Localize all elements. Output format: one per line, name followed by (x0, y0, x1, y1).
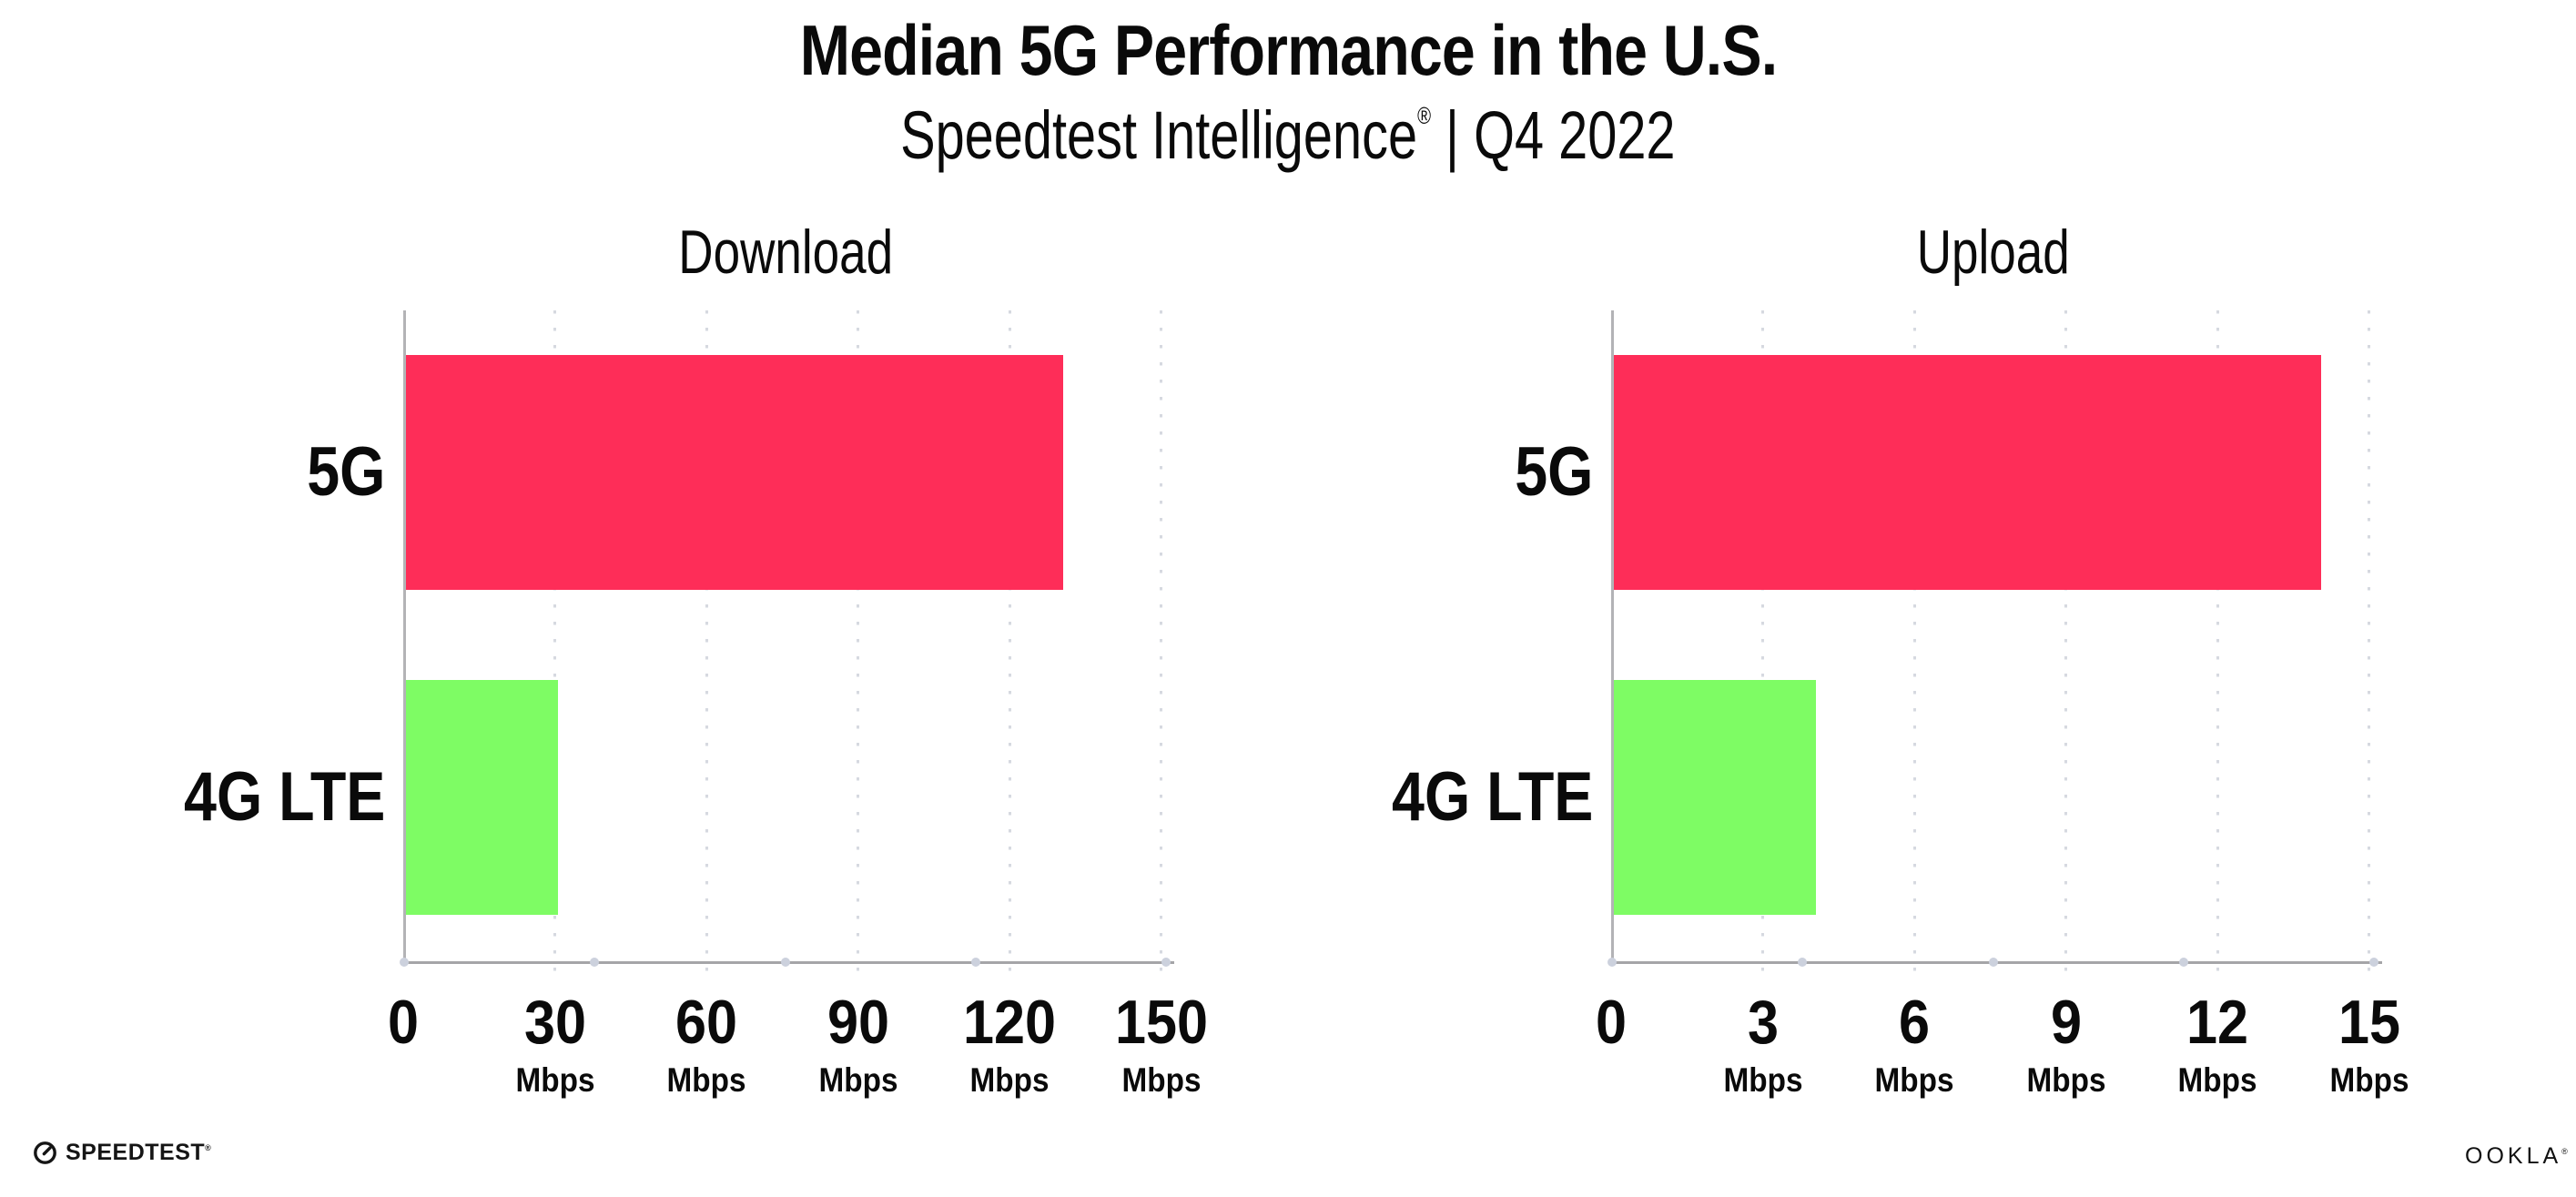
x-tick-unit: Mbps (2329, 1061, 2409, 1099)
x-tick-12: 12 Mbps (2117, 991, 2317, 1097)
gridline-30 (553, 310, 556, 978)
subtitle-period: Q4 2022 (1474, 97, 1676, 173)
x-tick-150: 150 Mbps (1061, 991, 1262, 1097)
category-label-4g-lte: 4G LTE (1283, 763, 1593, 832)
ookla-logo: OOKLA® (2465, 1143, 2568, 1170)
x-tick-120: 120 Mbps (909, 991, 1110, 1097)
gridline-3 (1761, 310, 1764, 978)
y-axis-line (1611, 310, 1614, 962)
x-axis-dot (1607, 958, 1617, 967)
subtitle-brand: Speedtest Intelligence (900, 97, 1418, 173)
x-tick-unit: Mbps (969, 1061, 1050, 1099)
gridline-15 (2368, 310, 2370, 978)
x-axis-dot (400, 958, 409, 967)
download-chart-plot: 0 30 Mbps 60 Mbps 90 Mbps 120 Mbps 150 Mbps 5G 4G LT… (184, 310, 1208, 1097)
category-label-text: 5G (1514, 433, 1593, 511)
bar-4g-lte (1614, 680, 1816, 915)
category-label-4g-lte: 4G LTE (76, 763, 385, 832)
x-tick-label: 12 (2186, 988, 2249, 1057)
category-label-5g: 5G (1283, 438, 1593, 507)
x-tick-label: 6 (1898, 988, 1931, 1057)
x-tick-label: 15 (2338, 988, 2400, 1057)
page-subtitle: Speedtest Intelligence® | Q4 2022 (0, 98, 2576, 172)
x-tick-unit: Mbps (2177, 1061, 2257, 1099)
speedtest-wordmark: SPEEDTEST® (66, 1140, 212, 1165)
gridline-120 (1008, 310, 1011, 978)
speedtest-logo: SPEEDTEST® (33, 1140, 211, 1166)
x-tick-unit: Mbps (666, 1061, 746, 1099)
x-tick-unit: Mbps (818, 1061, 898, 1099)
x-tick-0: 0 (1511, 991, 1711, 1053)
upload-chart-title: Upload (1916, 218, 2071, 287)
x-tick-unit: Mbps (1121, 1061, 1201, 1099)
x-axis-dot (2369, 958, 2378, 967)
x-axis-dot (1798, 958, 1808, 967)
gridline-90 (857, 310, 859, 978)
x-tick-0: 0 (303, 991, 503, 1053)
category-label-text: 4G LTE (1391, 758, 1593, 836)
x-axis-dot (2178, 958, 2188, 967)
x-tick-30: 30 Mbps (455, 991, 655, 1097)
speedtest-gauge-icon (34, 1141, 56, 1164)
x-tick-unit: Mbps (515, 1061, 594, 1099)
bar-5g (406, 355, 1063, 590)
x-axis-dot (1161, 958, 1171, 967)
category-label-text: 4G LTE (183, 758, 385, 836)
speedtest-registered-mark: ® (205, 1143, 212, 1152)
x-tick-unit: Mbps (2026, 1061, 2105, 1099)
x-axis-dot (970, 958, 980, 967)
x-tick-unit: Mbps (1723, 1061, 1802, 1099)
gridline-9 (2064, 310, 2067, 978)
x-axis-dot (780, 958, 790, 967)
ookla-registered-mark: ® (2561, 1147, 2568, 1156)
registered-mark: ® (1417, 102, 1432, 129)
gridline-60 (705, 310, 708, 978)
x-tick-label: 90 (827, 988, 889, 1057)
x-tick-3: 3 Mbps (1663, 991, 1863, 1097)
x-tick-label: 150 (1114, 988, 1208, 1057)
category-label-5g: 5G (76, 438, 385, 507)
page-subtitle-text: Speedtest Intelligence® | Q4 2022 (900, 98, 1675, 172)
gridline-150 (1160, 310, 1162, 978)
upload-chart-plot: 0 3 Mbps 6 Mbps 9 Mbps 12 Mbps 15 Mbps 5G 4G LTE (1392, 310, 2409, 1097)
x-tick-label: 9 (2050, 988, 2082, 1057)
gridline-6 (1912, 310, 1916, 978)
x-tick-label: 0 (1595, 988, 1628, 1057)
download-chart-title: Download (678, 218, 893, 287)
ookla-wordmark: OOKLA (2465, 1143, 2562, 1169)
x-tick-90: 90 Mbps (758, 991, 958, 1097)
page-title-text: Median 5G Performance in the U.S. (799, 10, 1777, 90)
x-tick-9: 9 Mbps (1966, 991, 2166, 1097)
x-axis-dot (1988, 958, 1998, 967)
x-tick-label: 30 (523, 988, 586, 1057)
x-tick-15: 15 Mbps (2269, 991, 2470, 1097)
x-tick-6: 6 Mbps (1814, 991, 2014, 1097)
x-tick-label: 3 (1747, 988, 1779, 1057)
x-tick-60: 60 Mbps (606, 991, 806, 1097)
bar-5g (1614, 355, 2321, 590)
y-axis-line (403, 310, 406, 962)
x-tick-unit: Mbps (1874, 1061, 1954, 1099)
gridline-12 (2216, 310, 2219, 978)
page-title: Median 5G Performance in the U.S. (0, 15, 2576, 86)
x-axis-dot (590, 958, 600, 967)
bar-4g-lte (406, 680, 558, 915)
subtitle-separator: | (1431, 97, 1475, 173)
x-tick-label: 0 (387, 988, 420, 1057)
x-tick-label: 60 (674, 988, 738, 1057)
category-label-text: 5G (306, 433, 385, 511)
x-tick-label: 120 (962, 988, 1057, 1057)
